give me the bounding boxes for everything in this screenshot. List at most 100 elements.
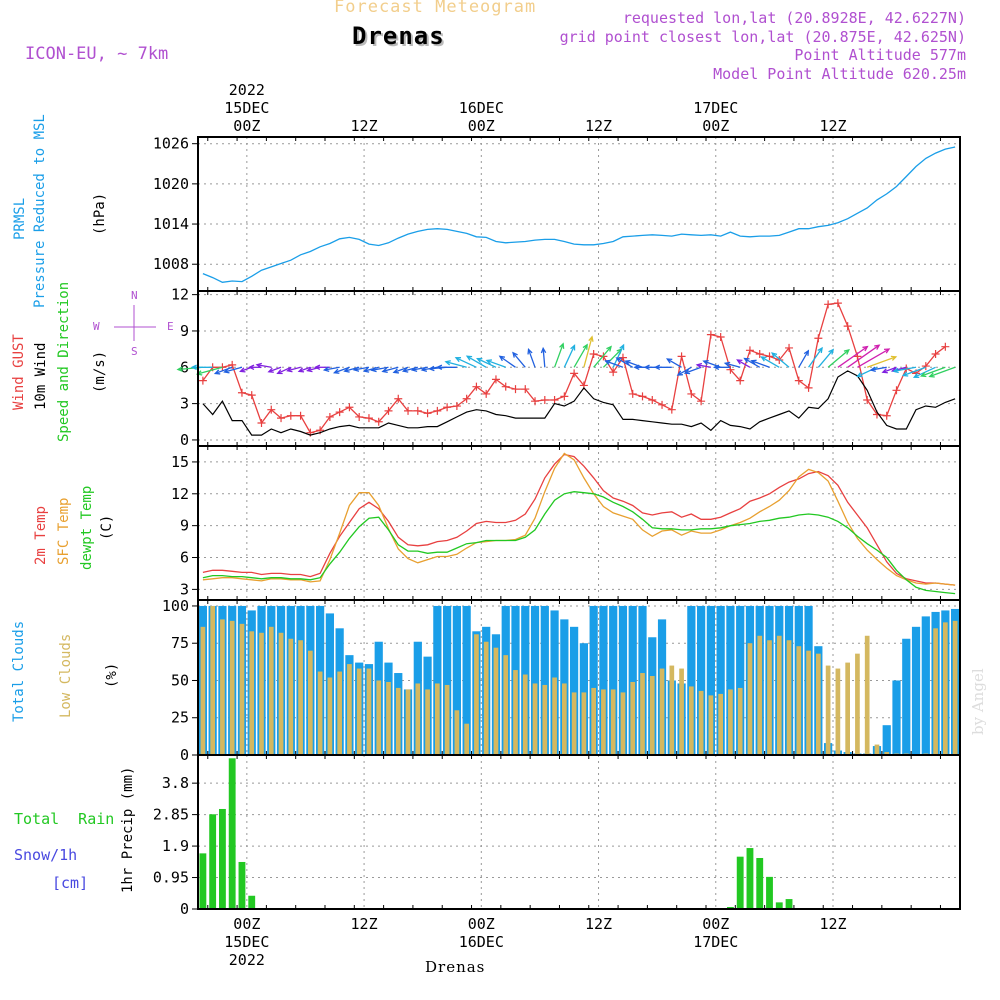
temp-dew-label: dewpt Temp bbox=[79, 485, 95, 570]
y-tick-label-temp: 6 bbox=[180, 549, 189, 567]
y-tick-label-clouds: 75 bbox=[171, 634, 189, 652]
wind-arrow bbox=[486, 359, 506, 368]
gust-point bbox=[882, 411, 891, 420]
gust-point bbox=[706, 330, 715, 339]
y-tick-label-precip: 0.95 bbox=[153, 869, 189, 887]
gust-point bbox=[531, 397, 540, 406]
total-cloud-bar bbox=[911, 626, 921, 755]
wind-arrow-head bbox=[540, 346, 547, 354]
low-cloud-bar bbox=[483, 641, 489, 755]
total-cloud-bar bbox=[462, 605, 471, 755]
wind-arrow-head bbox=[856, 372, 863, 378]
wind-arrow bbox=[666, 358, 682, 368]
wind-arrow-head bbox=[444, 360, 451, 366]
gust-point bbox=[804, 383, 813, 392]
wind-arrow-head bbox=[498, 355, 505, 362]
requested-coords: requested lon,lat (20.8928E, 42.6227N) bbox=[622, 9, 966, 27]
gust-point bbox=[472, 382, 481, 391]
wind-arrow-head bbox=[410, 366, 418, 372]
y-tick-label-precip: 3.8 bbox=[162, 774, 189, 792]
wind-arrow-head bbox=[239, 367, 246, 373]
gust-point bbox=[570, 369, 579, 378]
total-cloud-bar bbox=[687, 605, 696, 755]
low-cloud-bar bbox=[649, 676, 655, 755]
temp-unit: (C) bbox=[99, 514, 115, 540]
wind-arrow-head bbox=[743, 357, 750, 364]
wind-arrow-head bbox=[401, 367, 409, 373]
low-cloud-bar bbox=[542, 684, 548, 755]
wind-arrow-head bbox=[248, 364, 255, 371]
y-tick-label-pressure: 1026 bbox=[153, 135, 189, 153]
wind-arrow-head bbox=[352, 366, 360, 372]
rain-bar bbox=[736, 856, 744, 909]
wind-arrow-head bbox=[653, 364, 661, 371]
gust-point bbox=[941, 342, 950, 351]
gust-point bbox=[404, 406, 413, 415]
low-cloud-bar bbox=[278, 632, 284, 755]
wind-arrow-head bbox=[512, 351, 518, 358]
gust-point bbox=[775, 356, 784, 365]
low-cloud-bar bbox=[786, 640, 792, 755]
low-cloud-bar bbox=[571, 692, 577, 755]
gust-point bbox=[628, 389, 637, 398]
total-cloud-bar bbox=[433, 605, 442, 755]
wind-arrow-head bbox=[370, 366, 377, 373]
y-tick-label-wind: 12 bbox=[171, 286, 189, 304]
wind-arrow bbox=[929, 366, 956, 378]
gust-point bbox=[824, 300, 833, 309]
wind-arrow-head bbox=[435, 364, 443, 371]
gust-point bbox=[658, 400, 667, 409]
gust-point bbox=[755, 349, 764, 358]
panel-frame-wind bbox=[197, 290, 961, 447]
top-time-label: 16DEC bbox=[459, 99, 504, 117]
total-cloud-bar bbox=[921, 616, 930, 755]
gust-point bbox=[394, 394, 403, 403]
wind-arrow-head bbox=[928, 372, 935, 378]
wind-arrow-head bbox=[869, 366, 876, 373]
top-time-label: 12Z bbox=[819, 117, 846, 135]
rain-bar bbox=[756, 857, 764, 909]
gust-point bbox=[355, 412, 364, 421]
wind-arrow-head bbox=[892, 367, 899, 374]
total-cloud-bar bbox=[902, 638, 911, 755]
wind-arrow-head bbox=[901, 371, 909, 377]
gust-point bbox=[237, 388, 246, 397]
model-altitude: Model Point Altitude 620.25m bbox=[713, 65, 966, 83]
gust-point bbox=[618, 353, 627, 362]
total-cloud-bar bbox=[882, 725, 891, 755]
gust-point bbox=[892, 386, 901, 395]
low-cloud-bar bbox=[444, 684, 450, 755]
low-cloud-bar bbox=[757, 635, 763, 755]
bottom-time-label: 15DEC bbox=[224, 933, 269, 951]
rain-bar bbox=[746, 848, 754, 909]
wind-arrow-head bbox=[883, 348, 891, 354]
wind-arrow bbox=[277, 366, 292, 375]
wind-arrow bbox=[605, 360, 624, 368]
gust-point bbox=[423, 409, 432, 418]
wind-unit: (m/s) bbox=[92, 350, 108, 393]
gust-point bbox=[413, 406, 422, 415]
gust-point bbox=[286, 411, 295, 420]
rain-bar bbox=[199, 853, 207, 909]
low-cloud-bar bbox=[200, 626, 206, 755]
low-cloud-bar bbox=[562, 683, 567, 755]
wind-arrow-head bbox=[676, 370, 683, 376]
wind-arrow bbox=[197, 366, 223, 375]
wind-arrow-head bbox=[223, 368, 230, 374]
wind-arrow bbox=[744, 357, 761, 368]
low-cloud-bar bbox=[884, 752, 890, 755]
point-altitude: Point Altitude 577m bbox=[794, 46, 966, 64]
y-tick-label-wind: 9 bbox=[180, 322, 189, 340]
wind-arrow-head bbox=[559, 342, 565, 349]
wind-arrow-head bbox=[683, 369, 691, 375]
low-cloud-bar bbox=[386, 681, 391, 755]
wind-arrow bbox=[677, 366, 692, 376]
wind-arrow bbox=[893, 366, 917, 372]
bottom-time-label: 00Z bbox=[468, 915, 495, 933]
gust-point bbox=[364, 414, 373, 423]
low-cloud-bar bbox=[366, 668, 372, 755]
total-cloud-bar bbox=[892, 680, 901, 755]
low-cloud-bar bbox=[718, 693, 723, 755]
wind-arrow bbox=[612, 344, 625, 368]
low-cloud-bar bbox=[943, 622, 948, 755]
